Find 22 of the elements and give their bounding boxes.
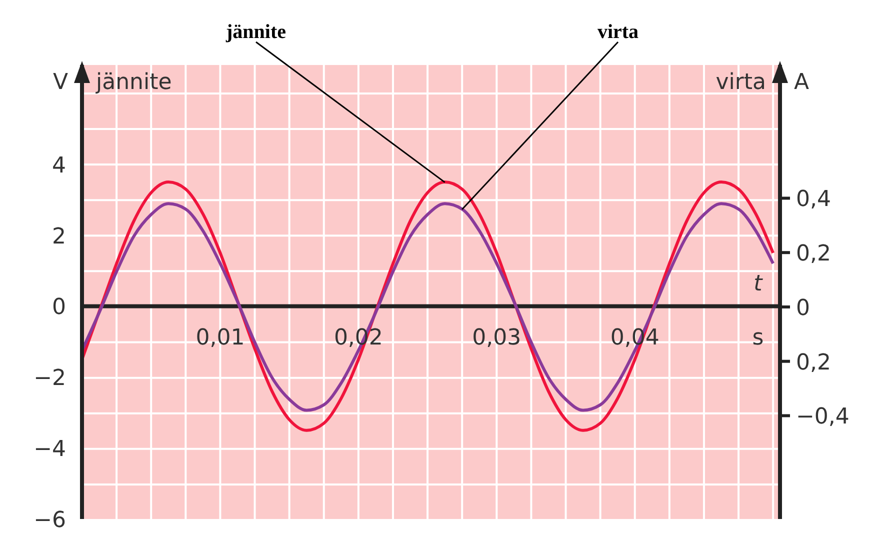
y2-tick-label: 0 [796,296,810,321]
text: jännite [225,21,286,43]
text: V [52,70,68,95]
annotation: s [752,326,764,351]
y-tick-label: 2 [52,224,66,250]
text: virta [597,21,639,43]
y-axis-title: jännite [95,70,172,95]
y-tick-label: 0 [52,295,66,320]
y2-tick-label: 0,2 [796,242,831,267]
y2-tick-label: 0,4 [796,187,831,212]
text: A [794,70,810,95]
x-tick-label: 0,03 [472,326,522,351]
y-tick-label: −2 [34,366,66,392]
x-axis-title: t [754,272,764,297]
y2-tick-label: −0,4 [796,404,850,430]
y2-tick-label: 0,2 [796,350,831,376]
y-tick-label: −6 [34,508,66,533]
line-series [82,202,775,412]
y-tick-label: 4 [52,153,66,178]
y-tick-label: −4 [34,437,66,462]
y2-axis-title: virta [716,70,766,95]
x-tick-label: 0,01 [196,326,245,351]
